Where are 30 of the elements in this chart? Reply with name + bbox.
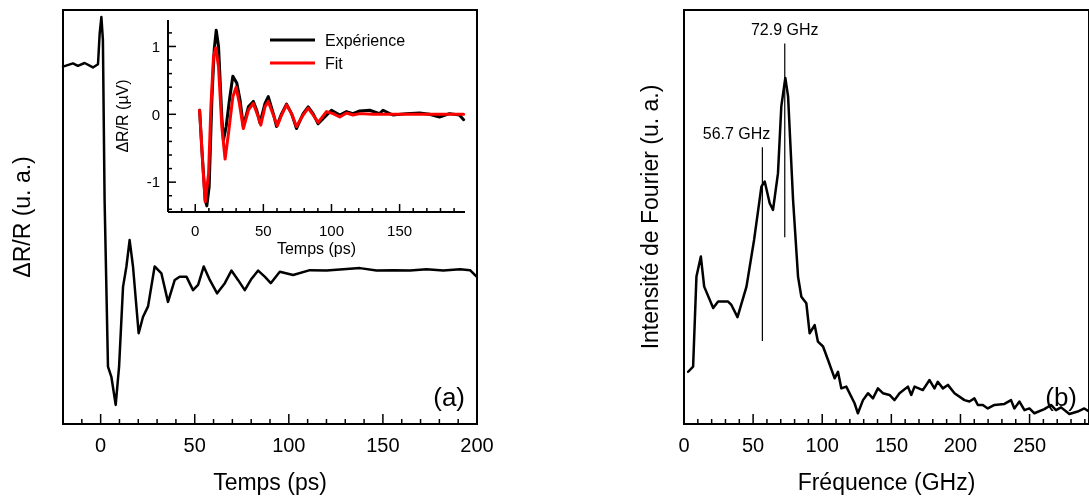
- legend-label: Fit: [325, 54, 344, 72]
- annotation: 72.9 GHz: [750, 21, 819, 39]
- annotation: 56.7 GHz: [702, 125, 771, 143]
- y-tick-label: -1: [146, 173, 160, 191]
- x-tick-label: 150: [387, 222, 413, 239]
- y-tick-label: 1: [151, 37, 160, 55]
- x-tick-label: 150: [366, 434, 400, 456]
- y-axis-title: Intensité de Fourier (u. a.): [637, 84, 663, 350]
- x-tick-label: 200: [943, 434, 978, 456]
- x-axis-title: Temps (ps): [213, 469, 327, 495]
- y-axis-title: ΔR/R (µV): [114, 79, 131, 153]
- legend-label: Expérience: [325, 31, 406, 49]
- x-tick-label: 50: [255, 222, 272, 239]
- x-tick-label: 50: [741, 434, 765, 456]
- x-axis-title: Temps (ps): [276, 240, 357, 257]
- x-tick-label: 100: [805, 434, 839, 456]
- x-tick-label: 50: [183, 434, 206, 456]
- x-tick-label: 100: [318, 222, 344, 239]
- annotation: (a): [433, 382, 465, 412]
- x-tick-label: 0: [191, 222, 200, 239]
- x-axis-title: Fréquence (GHz): [797, 469, 976, 495]
- y-tick-label: 0: [151, 105, 160, 123]
- annotation: (b): [1045, 382, 1077, 412]
- x-tick-label: 100: [272, 434, 306, 456]
- x-tick-label: 150: [874, 434, 909, 456]
- x-tick-label: 200: [460, 434, 494, 456]
- x-tick-label: 0: [678, 434, 690, 456]
- y-axis-title: ΔR/R (u. a.): [9, 156, 35, 278]
- x-tick-label: 0: [95, 434, 107, 456]
- x-tick-label: 250: [1012, 434, 1047, 456]
